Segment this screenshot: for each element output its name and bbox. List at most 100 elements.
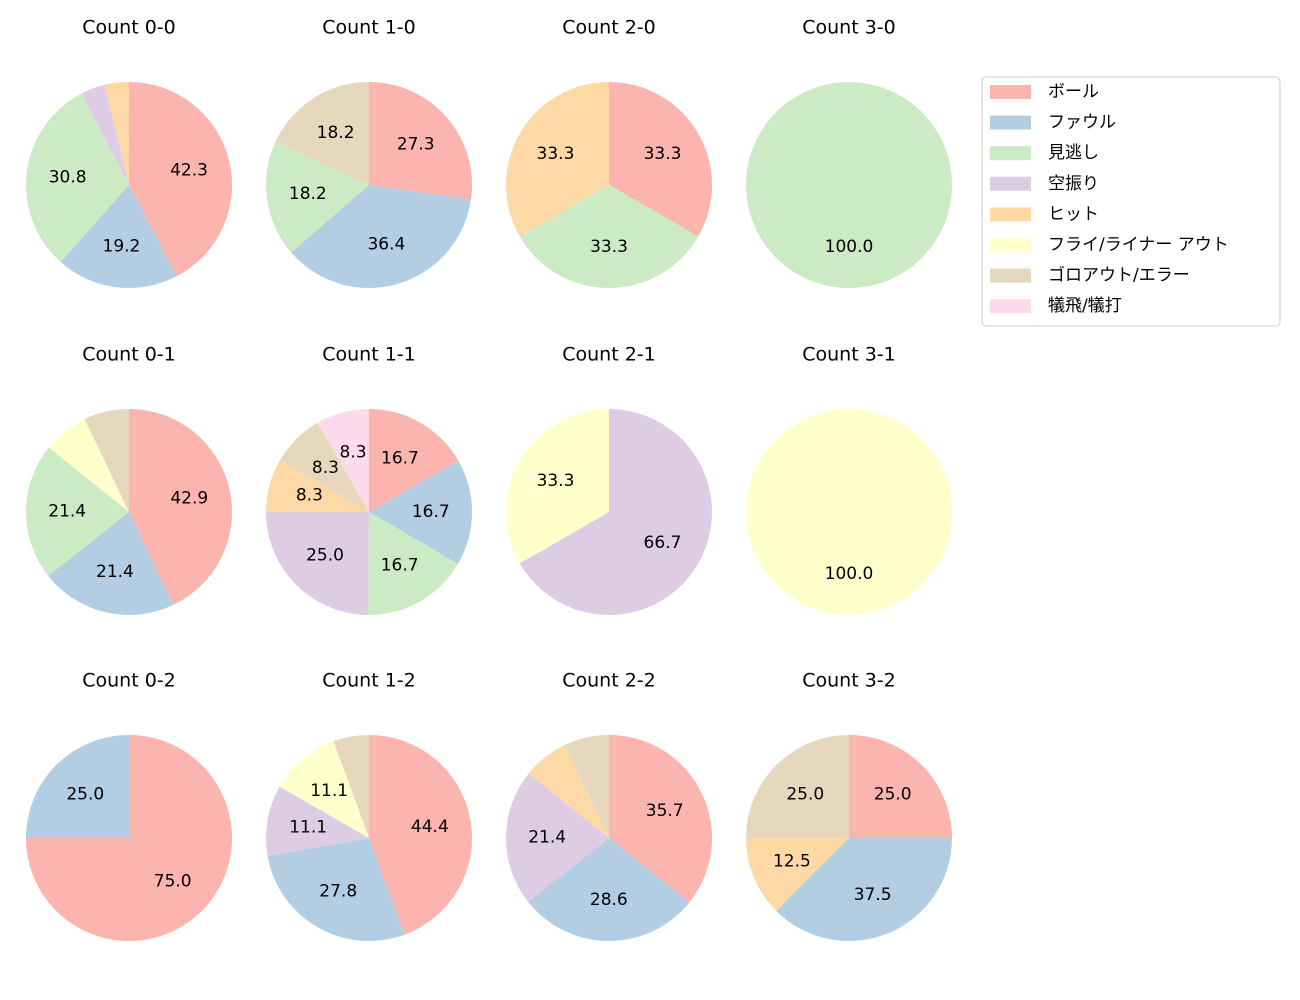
data-label: 18.2 (317, 123, 355, 143)
data-label: 36.4 (367, 234, 405, 254)
legend-label: 犠飛/犠打 (1048, 296, 1122, 316)
data-label: 8.3 (340, 442, 367, 462)
data-label: 16.7 (381, 556, 419, 576)
data-label: 33.3 (590, 237, 628, 257)
pie-slice (60, 185, 177, 288)
pie-slice (266, 786, 369, 857)
data-label: 18.2 (289, 184, 327, 204)
data-label: 8.3 (312, 458, 339, 478)
pie-slice (266, 511, 369, 615)
chart-title: Count 0-1 (82, 344, 176, 366)
pie-slice (519, 409, 712, 615)
data-label: 27.3 (397, 135, 435, 155)
pie-slice (528, 838, 690, 942)
legend-label: ボール (1048, 82, 1099, 102)
data-label: 100.0 (825, 237, 874, 257)
chart-title: Count 3-2 (802, 670, 896, 692)
chart-title: Count 3-1 (802, 344, 896, 366)
legend-label: ファウル (1048, 113, 1116, 133)
pie-slice (368, 512, 458, 615)
pie-slice (746, 409, 952, 615)
pie-slice (84, 409, 129, 512)
legend-label: ヒット (1048, 204, 1099, 224)
data-label: 21.4 (48, 502, 86, 522)
pie-slice (519, 185, 699, 288)
pie-slice (266, 142, 369, 253)
chart-title: Count 0-0 (82, 17, 176, 39)
legend-swatch (990, 115, 1031, 130)
pie-slice (369, 460, 472, 564)
data-label: 11.1 (289, 817, 327, 837)
pie-slice (369, 735, 473, 935)
data-label: 42.3 (170, 160, 208, 180)
legend-swatch (990, 176, 1031, 191)
pie-slice (506, 773, 609, 902)
pie-slice (746, 838, 849, 911)
chart-title: Count 3-0 (802, 17, 896, 39)
pie-slice (266, 460, 369, 512)
data-label: 33.3 (644, 144, 682, 164)
pie-slice (26, 735, 129, 838)
pie-slice (267, 838, 405, 941)
pie-slice (129, 409, 233, 606)
pie-slice (275, 82, 369, 185)
data-label: 8.3 (296, 486, 323, 506)
pie-slice (279, 741, 369, 838)
data-label: 21.4 (96, 562, 134, 582)
pie-slice (506, 82, 609, 237)
data-label: 42.9 (170, 488, 208, 508)
pie-slice (48, 512, 174, 615)
data-label: 35.7 (646, 801, 684, 821)
pie-slice (564, 735, 609, 838)
data-label: 33.3 (537, 144, 575, 164)
legend-swatch (990, 85, 1031, 99)
data-label: 25.0 (66, 784, 104, 804)
pie-slice (129, 82, 232, 277)
pie-slice (317, 409, 369, 512)
pie-slice (280, 422, 369, 512)
data-label: 25.0 (874, 784, 912, 804)
legend-label: フライ/ライナー アウト (1048, 235, 1229, 255)
data-label: 21.4 (528, 828, 566, 848)
legend-swatch (990, 299, 1031, 314)
legend-box (981, 76, 1281, 327)
chart-title: Count 1-0 (322, 17, 416, 39)
data-label: 25.0 (786, 784, 824, 804)
legend-label: 見逃し (1048, 143, 1099, 163)
legend-swatch (990, 238, 1031, 252)
data-label: 44.4 (411, 817, 449, 837)
pie-slice (609, 82, 712, 237)
pie-slice (25, 447, 129, 576)
data-label: 37.5 (854, 885, 892, 905)
chart-title: Count 2-1 (562, 344, 656, 366)
legend-swatch (990, 207, 1031, 222)
pie-slice (506, 409, 609, 564)
pie-slice (746, 82, 952, 288)
chart-title: Count 2-2 (562, 670, 656, 692)
pie-slice (81, 84, 129, 185)
chart-title: Count 1-2 (322, 670, 416, 692)
data-label: 30.8 (49, 167, 87, 187)
chart-title: Count 1-1 (322, 344, 416, 366)
pie-slice (369, 82, 472, 200)
pie-slice (333, 735, 369, 838)
data-label: 100.0 (825, 564, 874, 584)
legend-swatch (990, 146, 1031, 161)
pie-slice (48, 419, 129, 512)
data-label: 75.0 (154, 872, 192, 892)
pie-slice (104, 82, 129, 185)
legend-swatch (990, 268, 1031, 283)
data-label: 16.7 (381, 449, 419, 469)
data-label: 12.5 (773, 852, 811, 872)
pie-slice (746, 735, 849, 838)
chart-title: Count 0-2 (82, 670, 176, 692)
data-label: 19.2 (103, 236, 141, 256)
pie-slice (291, 185, 471, 288)
pie-slice (776, 838, 952, 941)
pie-slice (609, 735, 712, 903)
pie-slice (528, 745, 609, 838)
pie-slice (369, 409, 459, 512)
data-label: 25.0 (306, 545, 344, 565)
pie-slice (849, 735, 952, 838)
